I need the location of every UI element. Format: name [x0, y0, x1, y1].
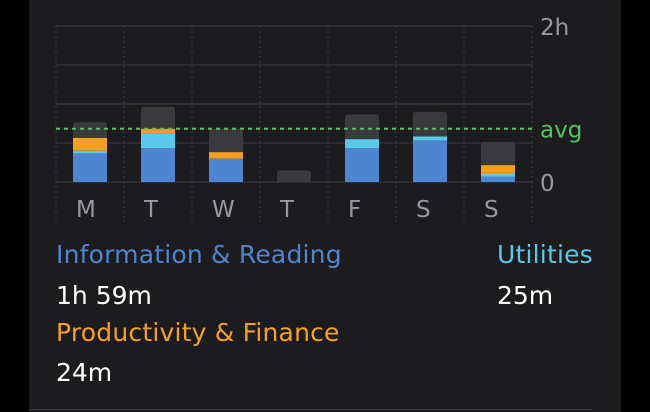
bar-segment-utilities: [481, 172, 515, 177]
day-label: M: [76, 197, 96, 223]
bar-segment-other: [345, 114, 379, 140]
bar-segment-other: [141, 106, 175, 129]
bar-segment-other: [413, 111, 447, 137]
bar-segment-other: [73, 122, 107, 138]
bar-segment-info-reading: [73, 153, 107, 182]
y-tick-label-max: 2h: [540, 15, 569, 41]
bar-segment-utilities: [345, 139, 379, 149]
day-label: S: [416, 197, 431, 223]
bar-segment-info-reading: [209, 158, 243, 182]
bar-segment-productivity-finance: [481, 165, 515, 173]
average-label: avg: [540, 118, 582, 144]
bar-segment-productivity-finance: [209, 152, 243, 159]
legend-value-utilities: 25m: [497, 281, 554, 310]
bar-segment-productivity-finance: [73, 137, 107, 151]
bar-segment-info-reading: [141, 148, 175, 182]
day-label: F: [348, 197, 361, 223]
y-tick-label-zero: 0: [540, 171, 555, 197]
bar-segment-utilities: [73, 150, 107, 154]
section-divider: [29, 409, 592, 410]
legend-name-productivity-finance[interactable]: Productivity & Finance: [56, 318, 340, 347]
day-label: W: [212, 197, 235, 223]
bar-segment-utilities: [413, 136, 447, 141]
bar-segment-info-reading: [413, 140, 447, 182]
bar-segment-other: [277, 170, 311, 182]
legend-name-utilities[interactable]: Utilities: [497, 240, 593, 269]
day-label: T: [143, 197, 159, 223]
bar-segment-info-reading: [345, 148, 379, 182]
bar-segment-other: [209, 128, 243, 153]
bar-segment-other: [481, 141, 515, 166]
legend-value-info-reading: 1h 59m: [56, 281, 152, 310]
bar-segment-utilities: [141, 133, 175, 149]
day-label: S: [484, 197, 499, 223]
bar-segment-productivity-finance: [141, 128, 175, 134]
bar-segment-info-reading: [481, 176, 515, 182]
legend-value-productivity-finance: 24m: [56, 358, 113, 387]
day-label: T: [279, 197, 295, 223]
legend-name-info-reading[interactable]: Information & Reading: [56, 240, 342, 269]
